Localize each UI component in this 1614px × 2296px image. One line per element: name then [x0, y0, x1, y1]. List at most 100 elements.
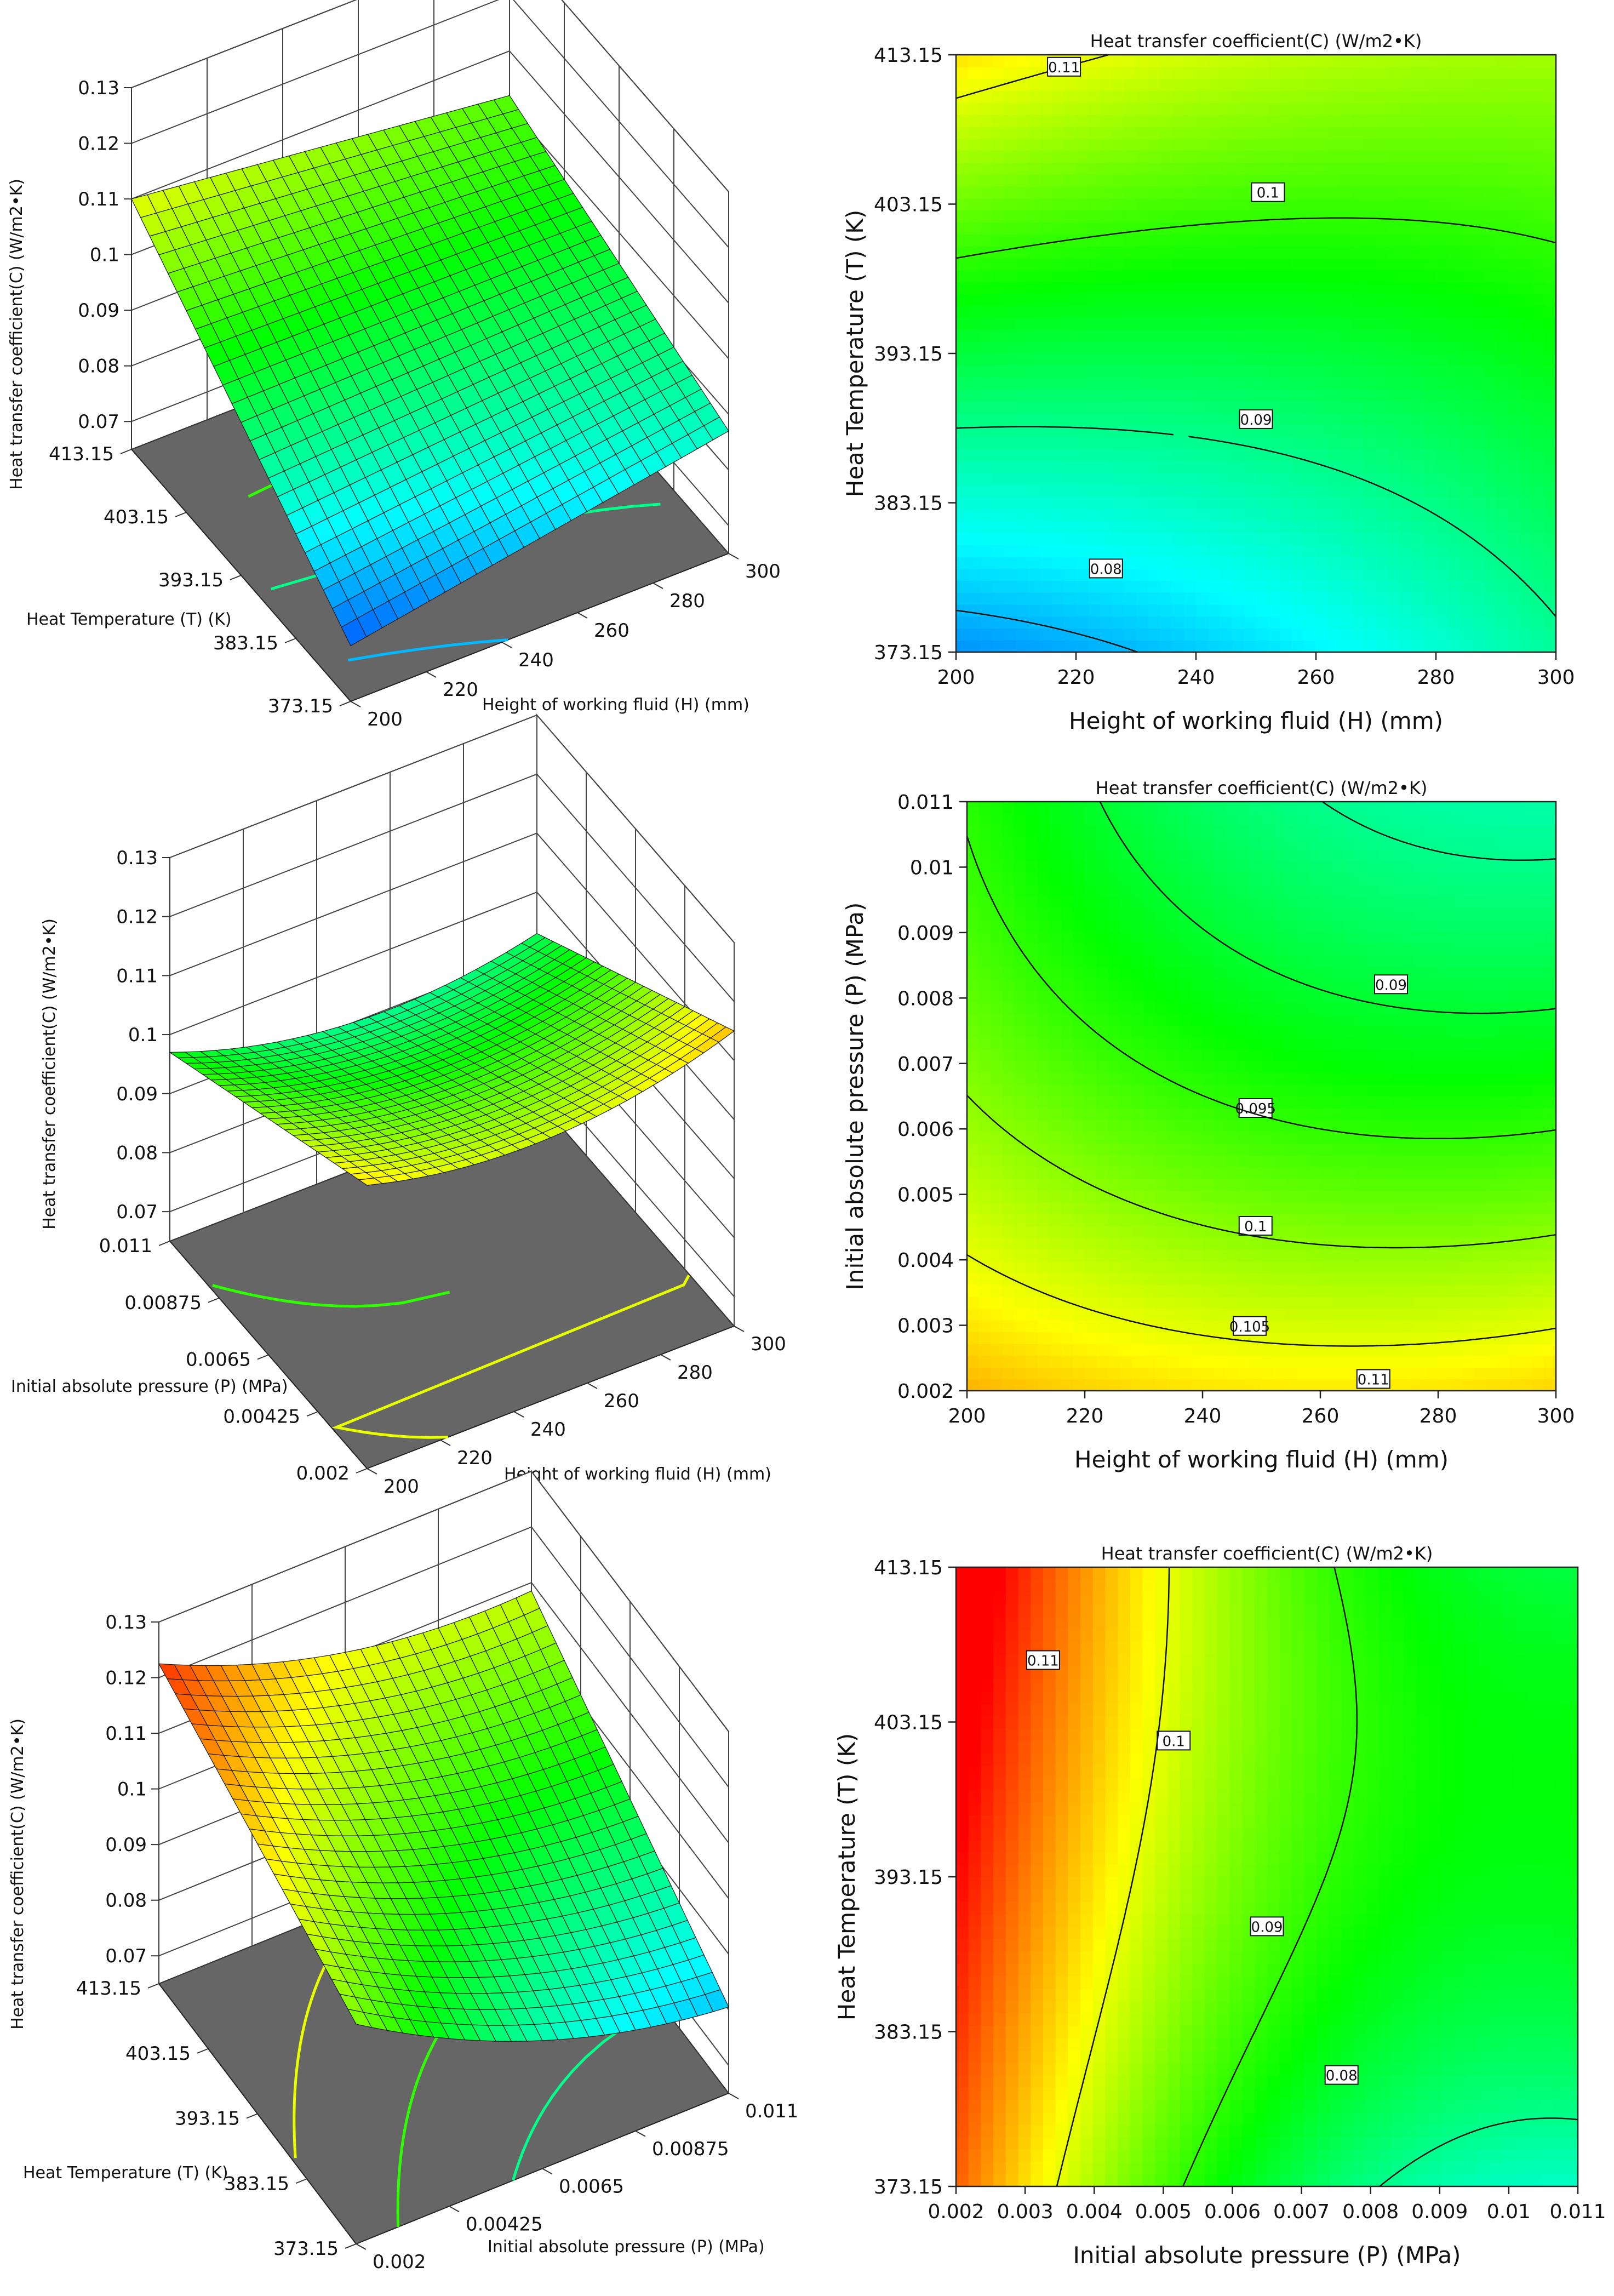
contour-cell [1120, 860, 1132, 873]
contour-cell [1364, 484, 1377, 498]
x-tick-label: 220 [457, 1447, 493, 1469]
contour-cell [1052, 365, 1064, 378]
contour-cell [1052, 341, 1064, 354]
contour-cell [1184, 533, 1197, 545]
contour-cell [1472, 305, 1485, 318]
contour-cell [1085, 1237, 1097, 1250]
contour-cell [1096, 1014, 1109, 1026]
contour-cell [1214, 837, 1227, 849]
contour-cell [1148, 353, 1161, 366]
contour-cell [1120, 1261, 1132, 1273]
contour-cell [1544, 126, 1556, 139]
contour-cell [1203, 1332, 1215, 1344]
contour-cell [1052, 102, 1064, 115]
contour-cell [1520, 138, 1532, 151]
contour-cell [1316, 66, 1329, 79]
contour-cell [1191, 1155, 1203, 1168]
contour-cell [1112, 473, 1125, 486]
contour-cell [1520, 544, 1532, 557]
contour-cell [1052, 329, 1064, 342]
y-tick [175, 512, 187, 517]
contour-cell [1400, 604, 1412, 617]
contour-cell [1148, 186, 1161, 199]
contour-cell [1064, 329, 1077, 342]
contour-cell [1436, 377, 1449, 390]
contour-cell [1167, 1143, 1180, 1156]
contour-cell [1179, 1002, 1192, 1014]
contour-cell [980, 115, 993, 127]
contour-cell [1002, 1297, 1015, 1309]
contour-cell [1016, 389, 1029, 402]
contour-cell [1088, 282, 1101, 294]
contour-cell [1203, 1132, 1215, 1144]
contour-cell [991, 955, 1003, 967]
contour-cell [1100, 616, 1113, 629]
contour-cell [1412, 556, 1424, 569]
contour-cell [1179, 1320, 1192, 1333]
contour-cell [1352, 317, 1365, 330]
contour-cell [991, 860, 1003, 873]
contour-label: 0.09 [1240, 412, 1272, 429]
contour-cell [1214, 1167, 1227, 1179]
contour-cell [1002, 1049, 1015, 1061]
contour-cell [1160, 150, 1172, 163]
contour-cell [1040, 102, 1052, 115]
contour-cell [1143, 1132, 1156, 1144]
contour-cell [1096, 884, 1109, 896]
contour-cell [1203, 1355, 1215, 1368]
contour-cell [1184, 556, 1197, 569]
contour-cell [1132, 1261, 1144, 1273]
contour-cell [1424, 258, 1436, 271]
contour-cell [968, 245, 981, 259]
contour-cell [1064, 544, 1077, 557]
contour-cell [1424, 126, 1436, 139]
contour-cell [1160, 126, 1172, 139]
contour-cell [1061, 825, 1074, 838]
contour-cell [968, 78, 981, 92]
contour-cell [1096, 1226, 1109, 1238]
contour-cell [1508, 461, 1521, 473]
contour-cell [1196, 186, 1209, 199]
contour-cell [991, 943, 1003, 956]
contour-cell [1436, 604, 1449, 617]
x-tick-label: 280 [669, 590, 705, 612]
contour-cell [1214, 978, 1227, 991]
contour-cell [1088, 580, 1101, 593]
contour-cell [1132, 1367, 1144, 1380]
contour-cell [1203, 1261, 1215, 1273]
contour-cell [1436, 78, 1449, 92]
contour-cell [1112, 66, 1125, 79]
contour-cell [1064, 556, 1077, 569]
contour-cell [1026, 919, 1038, 932]
contour-cell [1120, 1179, 1132, 1191]
contour-cell [1447, 282, 1461, 294]
contour-cell [1016, 521, 1029, 533]
contour-cell [1136, 126, 1149, 139]
contour-cell [1002, 1002, 1015, 1014]
contour-cell [1256, 90, 1269, 103]
contour-cell [1203, 813, 1215, 826]
contour-cell [1148, 198, 1161, 211]
contour-cell [1132, 1155, 1144, 1168]
surface-plot-s1: 0.070.080.090.10.110.120.13373.15383.153… [7, 0, 781, 730]
contour-cell [1026, 1202, 1038, 1215]
contour-cell [1052, 305, 1064, 318]
contour-cell [967, 1190, 980, 1203]
contour-cell [1376, 102, 1389, 115]
contour-cell [1364, 568, 1377, 581]
x-tick-label: 280 [1417, 666, 1455, 689]
contour-cell [956, 544, 969, 557]
contour-cell [1226, 1002, 1239, 1014]
contour-cell [1340, 90, 1353, 103]
contour-cell [1256, 341, 1269, 354]
contour-cell [1073, 931, 1085, 944]
contour-cell [956, 66, 969, 79]
contour-cell [1460, 341, 1473, 354]
contour-cell [1073, 1014, 1085, 1026]
contour-cell [1327, 425, 1341, 438]
contour-cell [1191, 1355, 1203, 1368]
contour-cell [1184, 473, 1197, 486]
contour-cell [1436, 329, 1449, 342]
contour-cell [1388, 329, 1401, 342]
